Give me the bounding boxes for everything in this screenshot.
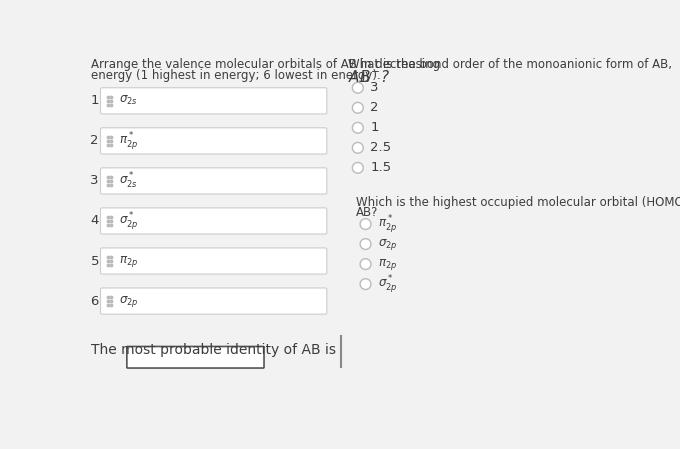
Text: $\sigma_{2p}$: $\sigma_{2p}$	[378, 237, 398, 251]
Circle shape	[352, 163, 363, 173]
Text: $\mathit{AB}^{-}$?: $\mathit{AB}^{-}$?	[348, 69, 390, 84]
Text: 2.5: 2.5	[370, 141, 391, 154]
FancyBboxPatch shape	[101, 168, 327, 194]
Text: 2: 2	[370, 101, 379, 114]
Text: $\sigma^*_{2p}$: $\sigma^*_{2p}$	[378, 273, 398, 295]
Text: What is the bond order of the monoanionic form of AB,: What is the bond order of the monoanioni…	[348, 58, 673, 71]
Text: $\sigma_{2p}$: $\sigma_{2p}$	[119, 294, 139, 308]
Circle shape	[360, 279, 371, 290]
Text: $\pi_{2p}$: $\pi_{2p}$	[119, 254, 138, 269]
Text: The most probable identity of AB is: The most probable identity of AB is	[91, 343, 336, 357]
Text: 3: 3	[90, 174, 99, 187]
FancyBboxPatch shape	[101, 288, 327, 314]
Circle shape	[352, 102, 363, 113]
FancyBboxPatch shape	[127, 347, 264, 368]
Text: 1: 1	[370, 121, 379, 134]
Text: $\pi^*_{2p}$: $\pi^*_{2p}$	[119, 130, 138, 152]
Circle shape	[352, 142, 363, 153]
Text: 3: 3	[370, 81, 379, 94]
Text: 1.5: 1.5	[370, 161, 391, 174]
FancyBboxPatch shape	[101, 248, 327, 274]
Circle shape	[352, 82, 363, 93]
Circle shape	[352, 123, 363, 133]
Text: 4: 4	[90, 215, 99, 228]
Text: Arrange the valence molecular orbitals of AB in decreasing: Arrange the valence molecular orbitals o…	[91, 58, 441, 71]
Circle shape	[360, 259, 371, 269]
Text: energy (1 highest in energy; 6 lowest in energy).: energy (1 highest in energy; 6 lowest in…	[91, 69, 381, 82]
FancyBboxPatch shape	[101, 128, 327, 154]
Text: 5: 5	[90, 255, 99, 268]
Text: $\sigma_{2s}$: $\sigma_{2s}$	[119, 94, 138, 107]
Circle shape	[360, 239, 371, 250]
Text: 6: 6	[90, 295, 99, 308]
Text: $\sigma^*_{2p}$: $\sigma^*_{2p}$	[119, 210, 139, 232]
Text: 2: 2	[90, 134, 99, 147]
Text: Which is the highest occupied molecular orbital (HOMO) of: Which is the highest occupied molecular …	[356, 196, 680, 208]
Text: AB?: AB?	[356, 207, 379, 220]
Text: $\pi^*_{2p}$: $\pi^*_{2p}$	[378, 213, 397, 235]
Text: 1: 1	[90, 94, 99, 107]
Text: $\pi_{2p}$: $\pi_{2p}$	[378, 256, 397, 272]
Circle shape	[360, 219, 371, 229]
FancyBboxPatch shape	[101, 208, 327, 234]
FancyBboxPatch shape	[101, 88, 327, 114]
Text: $\sigma^*_{2s}$: $\sigma^*_{2s}$	[119, 171, 138, 191]
